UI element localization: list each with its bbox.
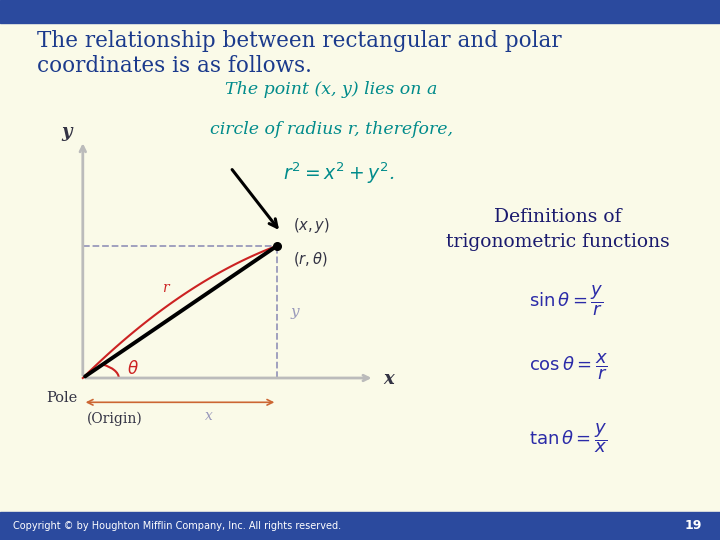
Text: x: x xyxy=(384,370,395,388)
Text: $r^2 = x^2 + y^2$.: $r^2 = x^2 + y^2$. xyxy=(282,161,395,186)
Text: x: x xyxy=(205,409,212,423)
Text: (Origin): (Origin) xyxy=(86,411,142,426)
Text: $\tan \theta = \dfrac{y}{x}$: $\tan \theta = \dfrac{y}{x}$ xyxy=(529,421,608,455)
Text: $\sin \theta = \dfrac{y}{r}$: $\sin \theta = \dfrac{y}{r}$ xyxy=(529,284,604,318)
Text: The point (x, y) lies on a: The point (x, y) lies on a xyxy=(225,81,437,98)
Bar xyxy=(0,512,720,540)
Text: $\theta$: $\theta$ xyxy=(127,360,139,379)
Text: circle of radius r, therefore,: circle of radius r, therefore, xyxy=(210,122,453,138)
Text: Copyright © by Houghton Mifflin Company, Inc. All rights reserved.: Copyright © by Houghton Mifflin Company,… xyxy=(13,521,341,531)
Text: y: y xyxy=(62,123,72,141)
Text: $(x, y)$: $(x, y)$ xyxy=(293,216,330,235)
Text: $(r, \theta)$: $(r, \theta)$ xyxy=(293,250,328,268)
Text: Pole: Pole xyxy=(46,392,77,406)
Text: The relationship between rectangular and polar
coordinates is as follows.: The relationship between rectangular and… xyxy=(37,30,562,77)
Text: y: y xyxy=(290,305,299,319)
Text: 19: 19 xyxy=(685,519,702,532)
Bar xyxy=(0,0,720,23)
Text: Definitions of
trigonometric functions: Definitions of trigonometric functions xyxy=(446,208,670,251)
Text: r: r xyxy=(162,281,169,294)
Text: $\cos \theta = \dfrac{x}{r}$: $\cos \theta = \dfrac{x}{r}$ xyxy=(529,351,608,382)
